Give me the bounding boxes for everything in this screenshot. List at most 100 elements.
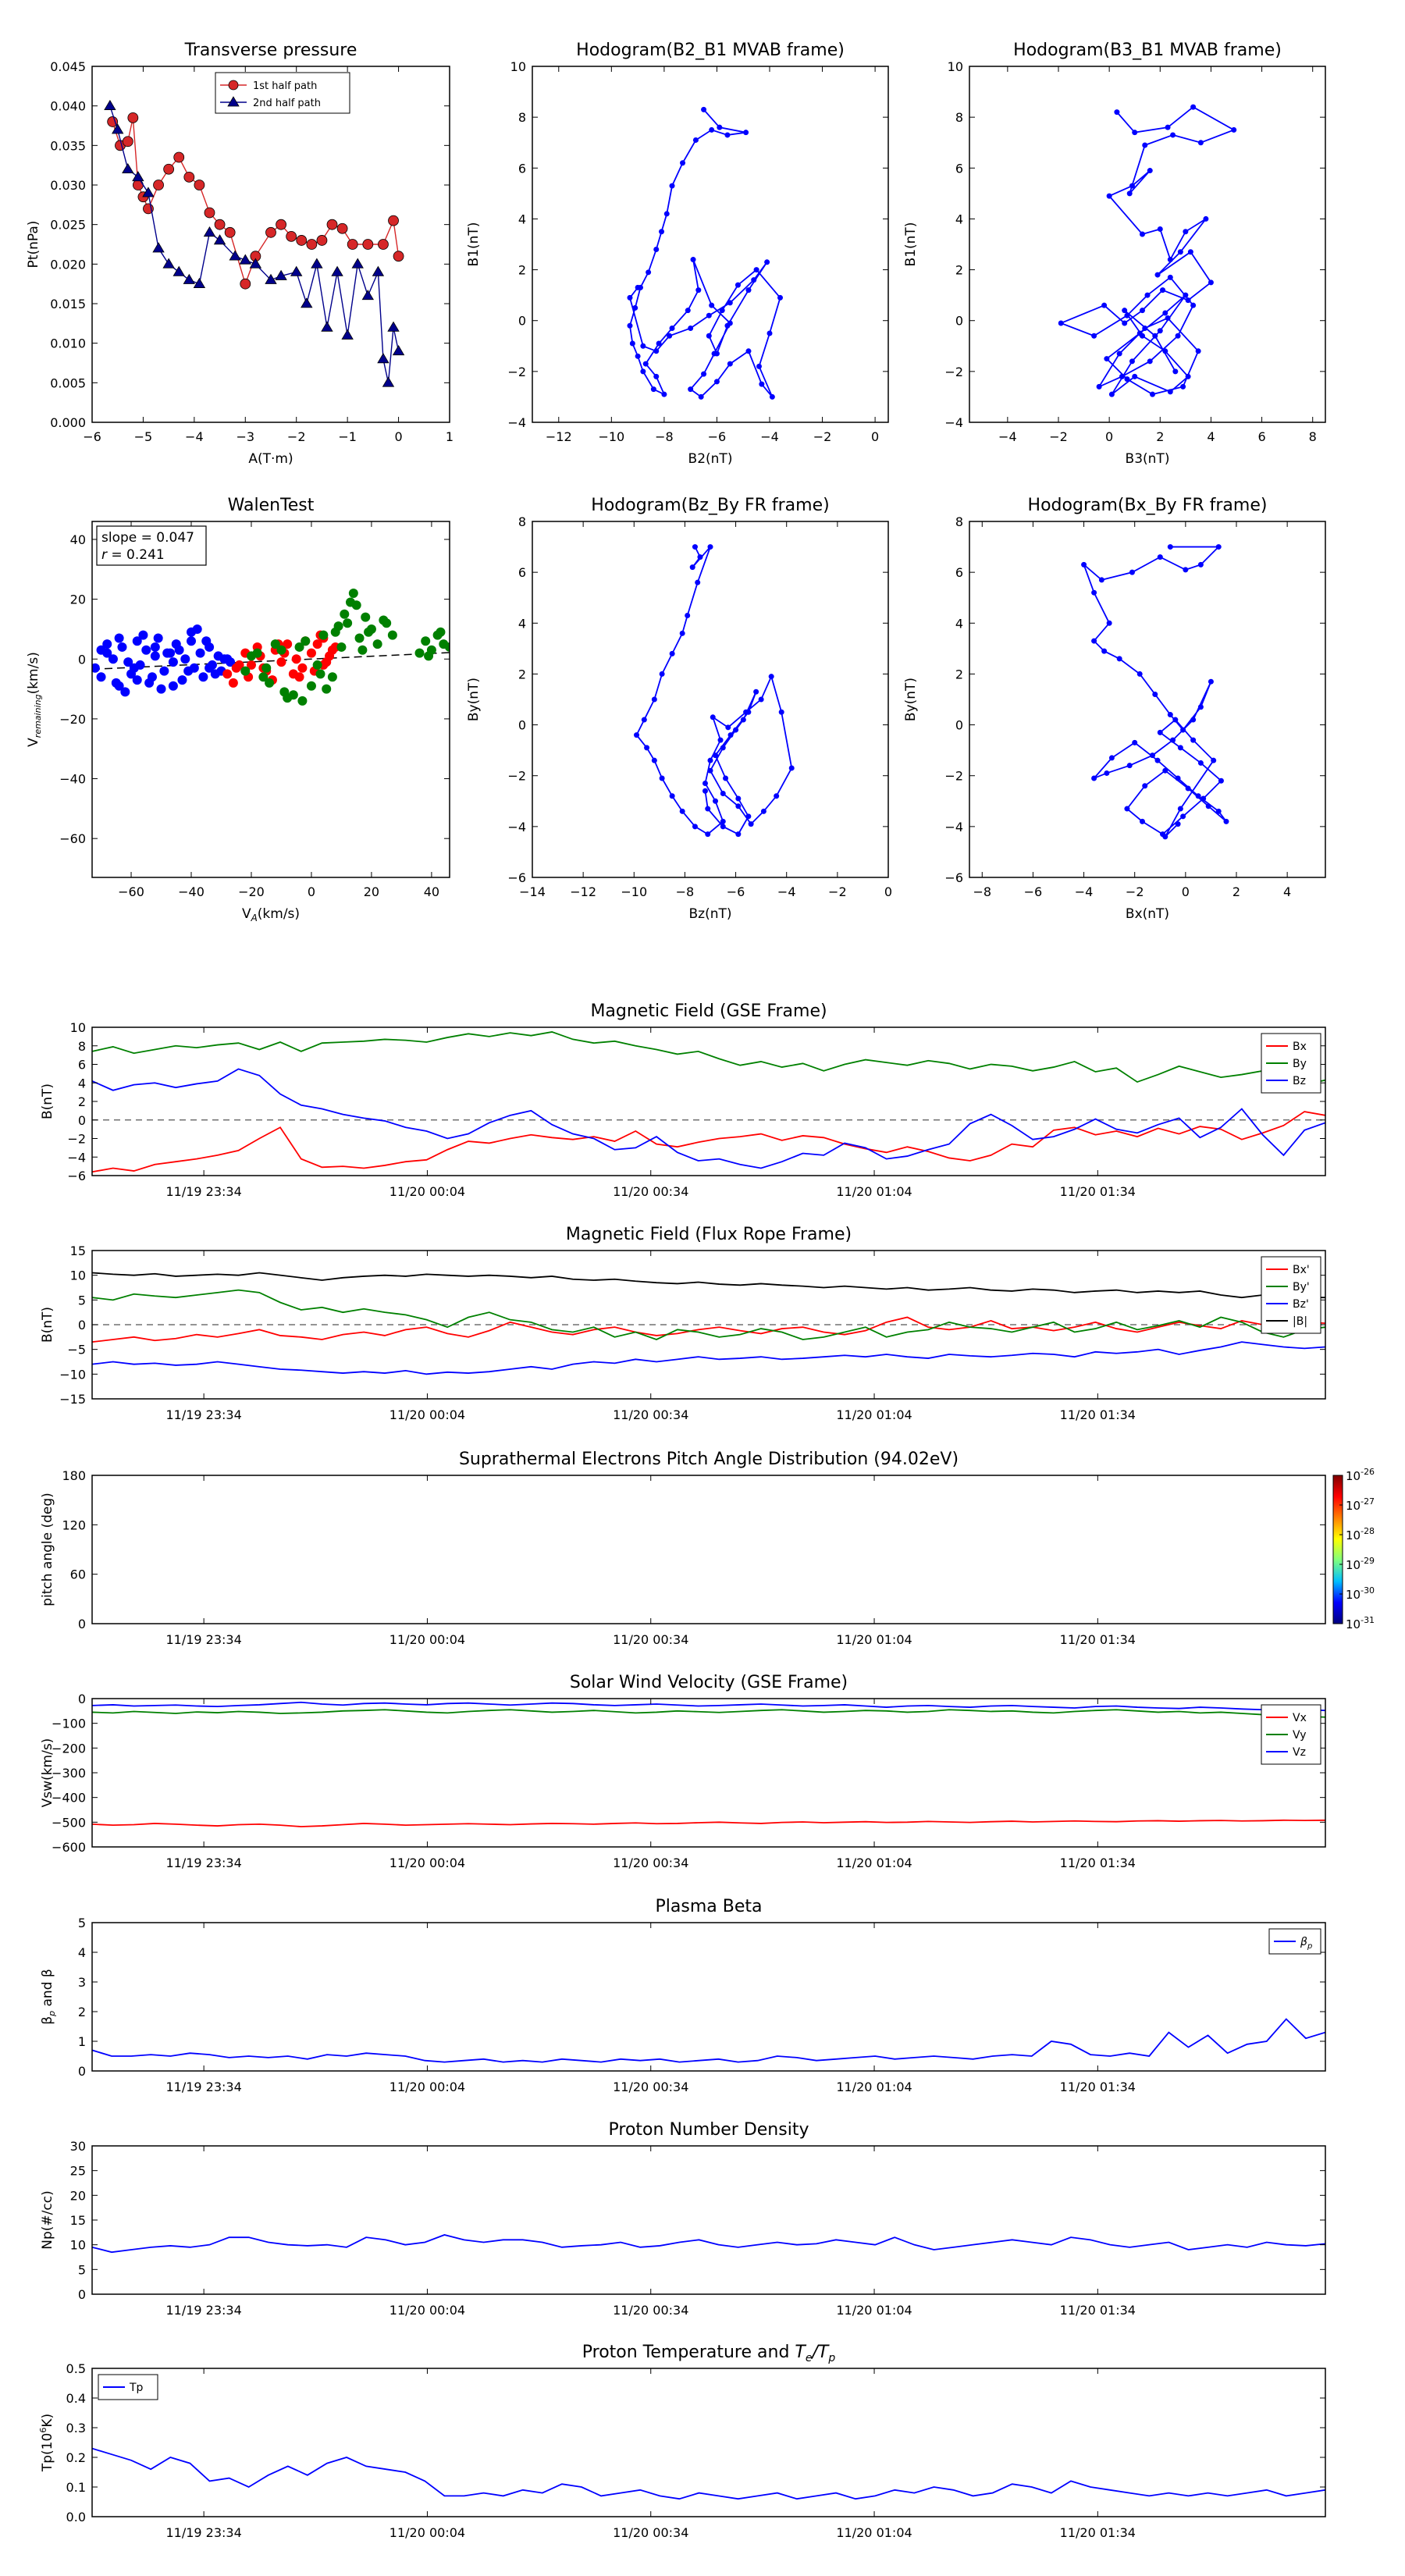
data-point [1162,767,1168,774]
x-tick-label: 11/20 01:04 [836,2303,912,2318]
data-point [1154,757,1161,763]
legend-label: Bx' [1293,1264,1310,1276]
x-tick-label: −4 [760,429,779,444]
data-point [1177,745,1183,751]
legend-label: 2nd half path [253,98,321,109]
panel-title: Hodogram(B2_B1 MVAB frame) [576,41,845,60]
legend: Bx' By' Bz' |B| [1261,1256,1321,1334]
data-point [318,630,329,640]
y-tick-label: 10 [948,59,963,74]
x-tick-label: 11/19 23:34 [165,1856,241,1870]
x-tick-label: 11/20 00:04 [389,2303,465,2318]
y-axis-label: Vremaining(km/s) [26,652,43,747]
data-point [685,308,691,314]
x-tick-label: 11/19 23:34 [165,2303,241,2318]
data-point [436,627,446,637]
data-point [646,269,652,276]
panel-title: Proton Number Density [609,2120,809,2140]
data-point [727,732,734,738]
data-point [275,269,287,280]
data-point [629,340,635,347]
series-Bz [92,1068,1325,1169]
x-tick-label: −2 [813,429,832,444]
data-point [705,806,711,812]
x-tick-label: −6 [708,429,727,444]
plot-area [92,1272,1325,1375]
data-point [234,660,244,670]
y-tick-label: 0 [78,652,86,667]
data-point [195,648,205,658]
y-tick-label: 2 [518,263,526,278]
x-axis-label: B3(nT) [1126,451,1170,467]
legend: Vx Vy Vz [1261,1704,1321,1765]
x-tick-label: 40 [424,884,439,899]
data-point [297,663,308,673]
colorbar: 10-26 10-27 10-28 10-29 10-30 10-31 [1332,1467,1375,1631]
y-tick-label: 6 [518,565,526,580]
series-Vz [92,1701,1325,1712]
data-point [120,687,130,697]
data-point [735,795,742,802]
data-point [306,239,318,250]
data-point [156,684,166,694]
data-point [1119,373,1125,379]
data-point [1150,753,1156,759]
y-tick-label: 0 [518,718,526,733]
data-point [204,207,215,219]
data-point [720,791,726,797]
annotation-frame [96,525,207,566]
panel-h1: Hodogram(B2_B1 MVAB frame) −4 −2 0 2 4 6 8 10 −12… [466,41,889,467]
data-point [1142,783,1148,789]
y-tick-label: −600 [52,1840,86,1855]
x-tick-label: 11/20 01:04 [836,2080,912,2094]
x-tick-label: 20 [364,884,379,899]
x-tick-label: 11/20 00:04 [389,1632,465,1647]
annotation-r: r = 0.241 [101,547,165,563]
data-point [651,696,657,703]
data-point [635,353,641,359]
data-point [1218,777,1224,784]
data-point [1122,320,1128,326]
data-point [294,672,304,682]
data-point [1157,554,1163,560]
data-point [326,219,338,230]
data-point [147,672,157,682]
data-point [117,642,127,652]
axes-frame [532,521,889,878]
data-point [327,672,337,682]
series-Bx [92,1316,1325,1343]
data-point [1215,808,1222,814]
data-point [1200,795,1207,802]
data-point [698,393,704,400]
panel-title: Plasma Beta [656,1897,763,1916]
data-point [724,132,731,138]
data-point [735,831,742,838]
y-axis-label: Vsw(km/s) [40,1738,55,1808]
y-tick-label: 5 [78,1916,86,1930]
data-point [165,648,176,658]
y-tick-label: 10 [70,1020,86,1035]
data-point [1108,391,1115,397]
data-point [1126,763,1133,769]
x-tick-label: 11/20 00:34 [613,1184,688,1199]
data-point [1162,310,1168,316]
data-point [1180,727,1186,733]
y-tick-label: 60 [70,1567,86,1582]
data-point [301,636,311,646]
series-0 [92,624,236,697]
data-point [348,588,358,598]
data-point [270,639,280,649]
data-point [692,824,698,830]
data-point [1197,760,1204,766]
x-tick-label: −2 [1126,884,1144,899]
x-tick-label: −12 [546,429,572,444]
data-point [180,654,190,664]
series-1sthalfpath [107,112,404,290]
x-tick-label: 11/20 00:34 [613,2303,688,2318]
data-point [1203,215,1209,222]
y-tick-label: 4 [78,1945,86,1960]
plot-area [92,2447,1325,2500]
y-tick-label: −200 [52,1741,86,1756]
data-point [768,674,774,680]
